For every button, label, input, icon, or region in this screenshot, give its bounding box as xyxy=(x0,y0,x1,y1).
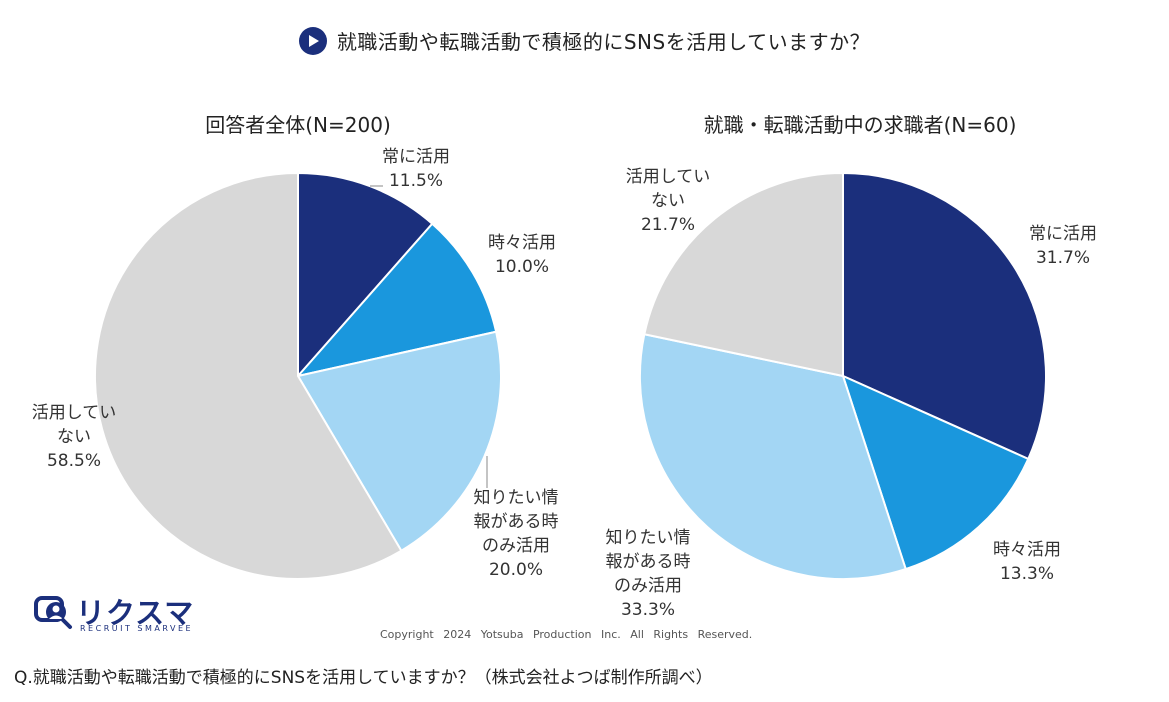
logo-brand: リクスマ xyxy=(76,596,195,630)
pie-slice xyxy=(295,222,498,378)
chart-title: 回答者全体(N=200) xyxy=(205,113,391,137)
slice-category-label: 常に活用 xyxy=(1029,224,1097,244)
slice-category-label: 知りたい情 xyxy=(606,528,691,548)
slice-category-label: のみ活用 xyxy=(614,576,682,596)
logo-subtitle: RECRUIT SMARVEE xyxy=(80,624,194,633)
page-title: 就職活動や転職活動で積極的にSNSを活用していますか？ xyxy=(336,30,871,54)
footnote: Q.就職活動や転職活動で積極的にSNSを活用していますか？（株式会社よつば制作所… xyxy=(14,668,713,688)
pie-slice xyxy=(94,171,403,580)
slice-category-label: 時々活用 xyxy=(993,540,1061,560)
slice-value-label: 13.3% xyxy=(1000,564,1054,584)
chart-title: 就職・転職活動中の求職者(N=60) xyxy=(704,113,1017,137)
slice-category-label: 活用してい xyxy=(626,167,711,187)
logo-mark-icon xyxy=(34,596,72,629)
copyright: Copyright 2024 Yotsuba Production Inc. A… xyxy=(380,628,753,641)
slice-value-label: 21.7% xyxy=(641,215,695,235)
pie-slice xyxy=(296,330,502,553)
slice-value-label: 58.5% xyxy=(47,451,101,471)
slice-category-label: 報がある時 xyxy=(474,512,559,532)
slice-category-label: ない xyxy=(57,427,91,447)
pie-slice xyxy=(639,333,907,580)
slice-category-label: 常に活用 xyxy=(382,147,450,167)
logo: リクスマ RECRUIT SMARVEE xyxy=(34,592,224,636)
slice-value-label: 20.0% xyxy=(489,560,543,580)
slice-category-label: のみ活用 xyxy=(482,536,550,556)
slice-category-label: 活用してい xyxy=(32,403,117,423)
slice-category-label: 時々活用 xyxy=(488,233,556,253)
slice-value-label: 10.0% xyxy=(495,257,549,277)
pie-chart-1: 回答者全体(N=200) 常に活用 11.5% 時々活用 10.0% 知りたい情報がある時… xyxy=(32,113,559,580)
pie-slice xyxy=(842,171,1047,461)
slice-category-label: 知りたい情 xyxy=(474,488,559,508)
pie-slice xyxy=(841,374,1030,571)
slice-value-label: 11.5% xyxy=(389,171,443,191)
play-icon xyxy=(298,26,327,55)
slice-value-label: 31.7% xyxy=(1036,248,1090,268)
pie-chart-2: 就職・転職活動中の求職者(N=60) 常に活用 31.7% 時々活用 13.3% 知りたい… xyxy=(606,113,1098,620)
slice-category-label: 報がある時 xyxy=(606,552,691,572)
slice-category-label: ない xyxy=(651,191,685,211)
chart-header: 就職活動や転職活動で積極的にSNSを活用していますか？ xyxy=(0,26,1169,55)
pie-slice xyxy=(297,171,434,379)
pie-slice xyxy=(643,171,844,378)
slice-value-label: 33.3% xyxy=(621,600,675,620)
